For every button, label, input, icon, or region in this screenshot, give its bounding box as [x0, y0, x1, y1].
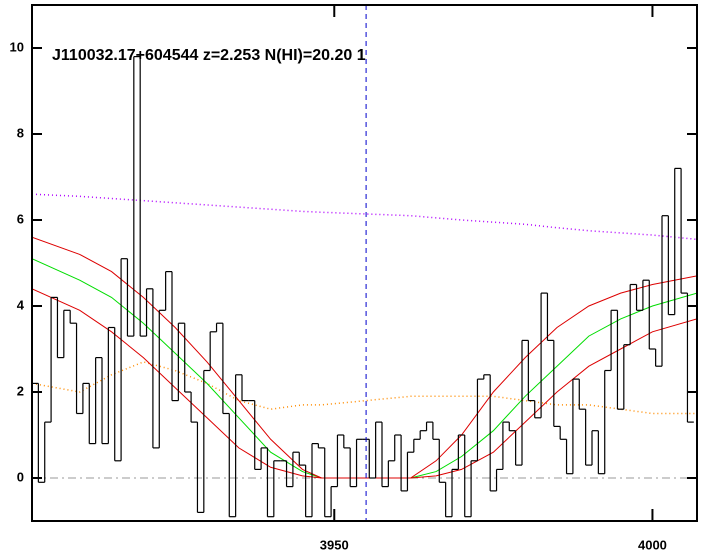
y-tick-label: 8 — [17, 125, 24, 140]
y-tick-label: 6 — [17, 211, 24, 226]
x-tick-label: 3950 — [320, 537, 349, 552]
y-tick-label: 4 — [17, 297, 25, 312]
model-line — [32, 193, 697, 241]
x-tick-label: 4000 — [638, 537, 667, 552]
model-line — [32, 361, 697, 415]
plot-frame — [31, 4, 698, 522]
spectrum-risers — [37, 56, 689, 517]
chart-title: J110032.17+604544 z=2.253 N(HI)=20.20 1 — [52, 47, 366, 64]
y-tick-label: 2 — [17, 383, 24, 398]
y-tick-label: 10 — [10, 39, 24, 54]
y-tick-label: 0 — [17, 469, 24, 484]
